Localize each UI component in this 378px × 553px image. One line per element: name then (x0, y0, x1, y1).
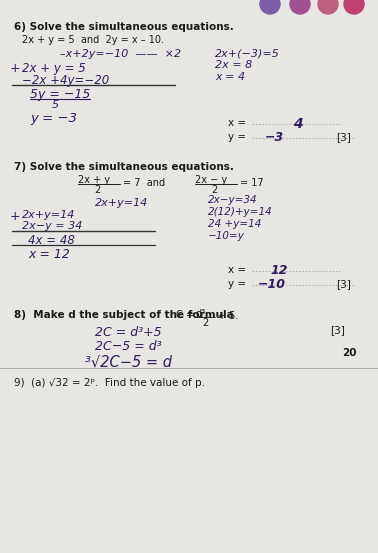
Text: 2x−y = 34: 2x−y = 34 (22, 221, 82, 231)
Text: 2x+y=14: 2x+y=14 (22, 210, 75, 220)
Text: d³: d³ (196, 309, 206, 319)
Circle shape (290, 0, 310, 14)
Text: 2: 2 (94, 185, 100, 195)
Text: y = −3: y = −3 (30, 112, 77, 125)
Text: 2x−y=34: 2x−y=34 (208, 195, 258, 205)
Text: 2x+(−3)=5: 2x+(−3)=5 (215, 48, 280, 58)
Circle shape (344, 0, 364, 14)
Text: +: + (10, 62, 20, 75)
Text: [3]: [3] (336, 132, 351, 142)
Text: 2C−5 = d³: 2C−5 = d³ (95, 340, 162, 353)
Text: C =: C = (176, 310, 194, 320)
Text: x =: x = (228, 265, 246, 275)
Text: 20: 20 (342, 348, 356, 358)
Text: 2: 2 (202, 318, 208, 328)
Text: [3]: [3] (330, 325, 345, 335)
Text: [3]: [3] (336, 279, 351, 289)
Text: 2x + y = 5  and  2y = x – 10.: 2x + y = 5 and 2y = x – 10. (22, 35, 164, 45)
Text: 2C = d³+5: 2C = d³+5 (95, 326, 162, 339)
Text: + 5.: + 5. (218, 311, 239, 321)
Text: –x+2y=−10  ——  ×2: –x+2y=−10 —— ×2 (60, 49, 181, 59)
Text: −2x +4y=−20: −2x +4y=−20 (22, 74, 109, 87)
Text: x = 12: x = 12 (28, 248, 70, 261)
Text: −10=y: −10=y (208, 231, 245, 241)
Text: 12: 12 (270, 264, 288, 277)
Text: 2x + y: 2x + y (78, 175, 110, 185)
Text: 5y = −15: 5y = −15 (30, 88, 90, 101)
Text: 6) Solve the simultaneous equations.: 6) Solve the simultaneous equations. (14, 22, 234, 32)
Text: 2(12)+y=14: 2(12)+y=14 (208, 207, 273, 217)
Text: x = 4: x = 4 (215, 72, 245, 82)
Text: = 17: = 17 (240, 178, 263, 188)
Text: 24 +y=14: 24 +y=14 (208, 219, 261, 229)
Text: y =: y = (228, 279, 246, 289)
Text: y =: y = (228, 132, 246, 142)
Text: 2x − y: 2x − y (195, 175, 227, 185)
Text: ³√2C−5 = d: ³√2C−5 = d (85, 354, 172, 369)
Text: 5: 5 (52, 100, 59, 110)
Text: −10: −10 (258, 278, 286, 291)
Text: +: + (10, 210, 20, 223)
Text: x =: x = (228, 118, 246, 128)
Text: 2x+y=14: 2x+y=14 (95, 198, 149, 208)
Circle shape (318, 0, 338, 14)
Text: 2x = 8: 2x = 8 (215, 60, 252, 70)
Text: 9)  (a) √32 = 2ᵖ.  Find the value of p.: 9) (a) √32 = 2ᵖ. Find the value of p. (14, 378, 205, 388)
Text: 8)  Make d the subject of the formula: 8) Make d the subject of the formula (14, 310, 234, 320)
Text: −3: −3 (265, 131, 284, 144)
Text: 4x = 48: 4x = 48 (28, 234, 75, 247)
Text: 2x + y = 5: 2x + y = 5 (22, 62, 86, 75)
Circle shape (260, 0, 280, 14)
Text: 7) Solve the simultaneous equations.: 7) Solve the simultaneous equations. (14, 162, 234, 172)
Text: = 7  and: = 7 and (123, 178, 165, 188)
Text: 2: 2 (211, 185, 217, 195)
Text: 4: 4 (293, 117, 303, 131)
